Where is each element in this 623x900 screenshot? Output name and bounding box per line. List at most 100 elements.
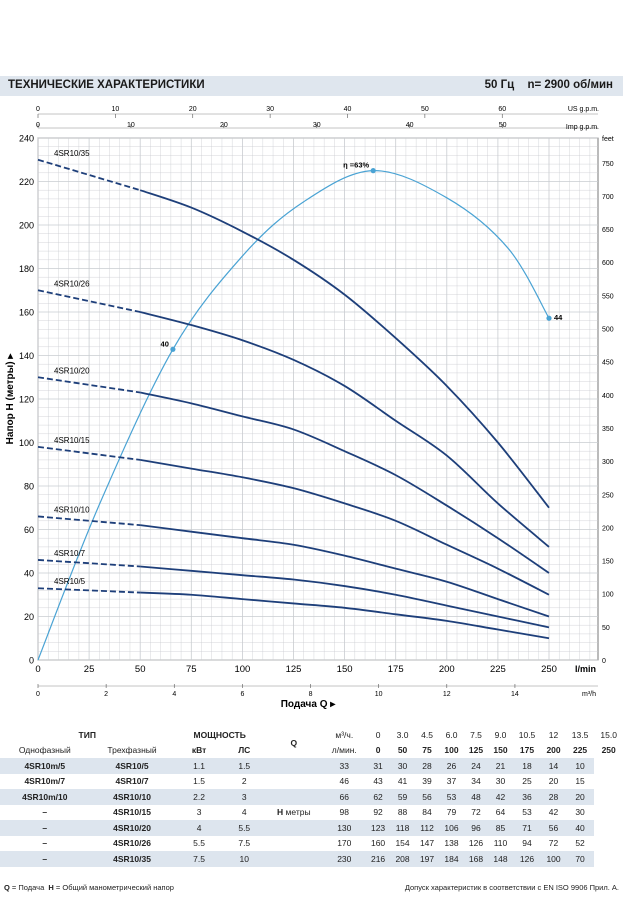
imp-tick-label: 40 [406,122,414,129]
power-hp: 2 [223,773,265,789]
head-value: 25 [512,773,542,789]
head-value: 56 [541,820,566,836]
h-unit-cell [264,851,323,867]
power-kw: 4 [174,820,224,836]
head-value: 37 [439,773,464,789]
pump-curve-dashed [37,515,141,527]
x-tick-label: 175 [388,664,404,675]
q-lmin-cell: 150 [488,742,513,758]
head-value: 98 [322,804,366,820]
x-tick-label: 125 [286,664,302,675]
imp-tick-label: 30 [313,122,321,129]
us-tick-label: 50 [421,106,429,113]
head-value: 154 [390,835,415,851]
m3h-tick-label: 2 [104,691,108,698]
feet-tick-label: 500 [602,327,614,334]
head-value: 62 [365,789,391,805]
m3h-tick-label: 4 [172,691,176,698]
head-value: 184 [439,851,464,867]
q-m3h-cell: 15.0 [594,727,623,743]
m3h-tick-label: 0 [36,691,40,698]
q-m3h-cell: 3.0 [390,727,415,743]
series-label: 4SR10/26 [54,279,90,288]
y-tick-label: 20 [24,612,34,622]
series-label: 4SR10/10 [54,505,90,514]
series-label: 4SR10/20 [54,366,90,375]
x-tick-label: 50 [135,664,146,675]
table-row: –4SR10/35 7.5 10 230 216 208 197 184 168 148 126 10… [0,851,623,867]
q-m3h-cell: 4.5 [414,727,440,743]
head-value: 40 [565,820,595,836]
y-tick-label: 100 [19,438,34,448]
table-header-row-2: Однофазный Трехфазный кВт ЛС л/мин. 0 50 7… [0,742,623,758]
feet-tick-label: 200 [602,525,614,532]
x-tick-label: 25 [84,664,95,675]
head-value: 110 [488,835,513,851]
head-value: 96 [463,820,489,836]
type-header: ТИП [0,727,175,743]
series-label: 4SR10/35 [54,149,90,158]
pump-curve-dashed [37,376,141,394]
q-lmin-cell: 75 [414,742,440,758]
head-value: 94 [512,835,542,851]
series-label: 4SR10/15 [54,436,90,445]
x-axis-label: Подача Q ▸ [281,699,337,710]
power-kw: 1.5 [174,773,224,789]
three-phase-model: 4SR10/20 [89,820,175,836]
q-lmin-cell: 125 [463,742,489,758]
x-tick-label: 0 [35,664,40,675]
three-phase-model: 4SR10/7 [89,773,175,789]
head-value: 170 [322,835,366,851]
head-value: 59 [390,789,415,805]
head-value: 24 [463,758,489,774]
head-value: 130 [322,820,366,836]
q-lmin-cell: 100 [439,742,464,758]
power-hp: 7.5 [223,835,265,851]
feet-tick-label: 50 [602,625,610,632]
y-tick-label: 140 [19,351,34,361]
head-value: 126 [512,851,542,867]
pump-curve-dashed [37,445,141,461]
y-tick-label: 200 [19,221,34,231]
three-phase-model: 4SR10/10 [89,789,175,805]
x-unit-label: l/min [575,664,596,674]
us-tick-label: 10 [111,106,119,113]
head-value: 126 [463,835,489,851]
y-tick-label: 40 [24,569,34,579]
power-header: МОЩНОСТЬ [174,727,265,743]
pump-curve-dashed [37,587,141,594]
m3h-tick-label: 14 [511,691,519,698]
head-value: 21 [488,758,513,774]
table-row: 4SR10m/10 4SR10/10 2.2 3 66 62 59 56 53 48 42 36 28 2… [0,789,623,805]
q-lmin-cell: 175 [512,742,542,758]
feet-tick-label: 350 [602,426,614,433]
q-m3h-cell: 0 [365,727,391,743]
three-phase-model: 4SR10/26 [89,835,175,851]
power-hp: 1.5 [223,758,265,774]
efficiency-point [546,315,552,321]
m3h-tick-label: 6 [240,691,244,698]
power-hp: 10 [223,851,265,867]
head-value: 31 [365,758,391,774]
head-value: 34 [463,773,489,789]
head-value: 52 [565,835,595,851]
m3h-tick-label: 10 [375,691,383,698]
us-tick-label: 0 [36,106,40,113]
y-tick-label: 160 [19,308,34,318]
head-value: 46 [322,773,366,789]
m3h-tick-label: 8 [309,691,313,698]
head-value: 42 [541,804,566,820]
pump-curve [140,565,550,629]
q-m3h-cell: 9.0 [488,727,513,743]
head-value: 72 [463,804,489,820]
head-value: 53 [512,804,542,820]
q-m3h-cell: 7.5 [463,727,489,743]
head-value: 20 [541,773,566,789]
q-lmin-cell: 225 [565,742,595,758]
head-value: 39 [414,773,440,789]
three-phase-header: Трехфазный [89,742,175,758]
h-unit-cell [264,758,323,774]
m3h-tick-label: 12 [443,691,451,698]
single-phase-model: – [0,835,90,851]
y-tick-label: 60 [24,525,34,535]
